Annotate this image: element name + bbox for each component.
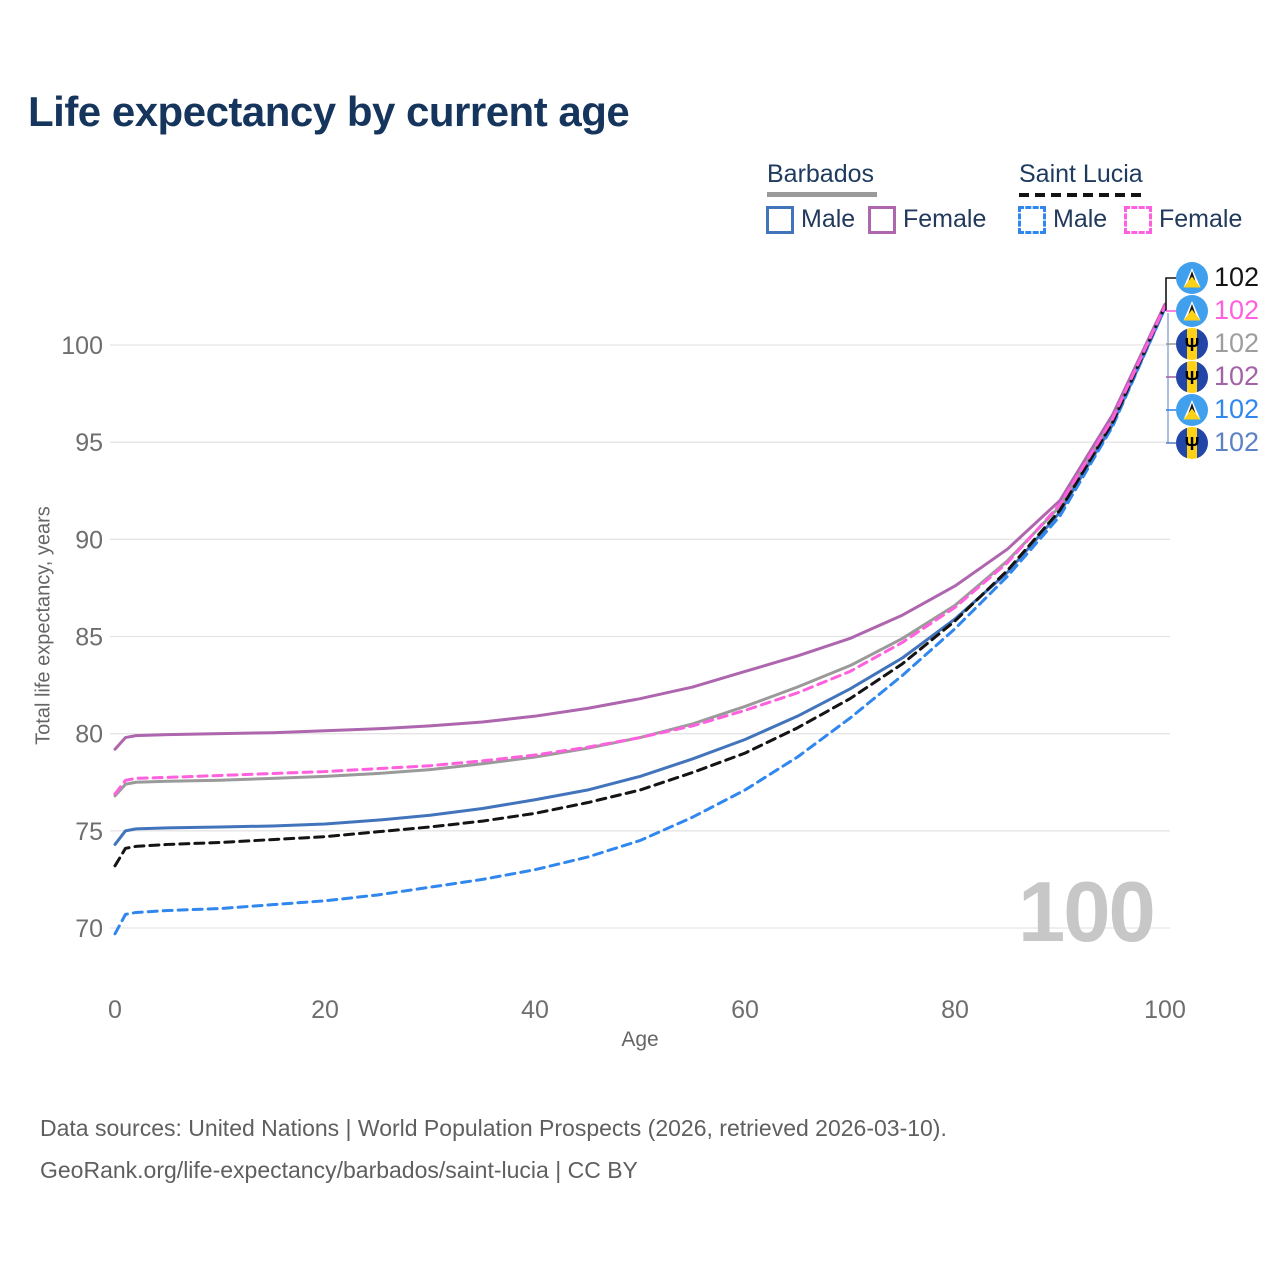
y-tick-95: 95 — [75, 429, 103, 457]
end-label-saint-lucia-total: 102 — [1176, 261, 1259, 294]
footer: Data sources: United Nations | World Pop… — [40, 1107, 947, 1191]
saint-lucia-flag-icon — [1176, 294, 1208, 327]
legend-group-barbados[interactable]: Barbados — [767, 160, 875, 188]
legend-swatch-barbados-male — [766, 205, 794, 234]
series-line-saint-lucia-male[interactable] — [113, 306, 1167, 936]
end-label-value: 102 — [1214, 295, 1260, 325]
legend-item-saint-lucia-female[interactable]: Female — [1124, 205, 1242, 234]
end-label-saint-lucia-male: 102 — [1176, 393, 1259, 426]
y-tick-75: 75 — [75, 818, 103, 846]
svg-text:Ψ: Ψ — [1185, 368, 1200, 388]
end-label-barbados-female: Ψ 102 — [1176, 360, 1259, 393]
age-watermark: 100 — [1018, 865, 1156, 960]
label-connector — [1165, 277, 1176, 311]
series-line-barbados-total[interactable] — [113, 306, 1167, 798]
saint-lucia-flag-icon — [1176, 261, 1208, 294]
svg-text:Ψ: Ψ — [1185, 335, 1200, 355]
y-tick-90: 90 — [75, 526, 103, 554]
series-line-saint-lucia-total[interactable] — [113, 304, 1167, 868]
barbados-flag-icon: Ψ — [1176, 426, 1208, 459]
end-value-labels: 102 102 Ψ 102 Ψ 102 102 Ψ 102 — [1176, 261, 1259, 459]
x-tick-0: 0 — [108, 996, 122, 1024]
page-title: Life expectancy by current age — [28, 88, 630, 135]
end-label-saint-lucia-female: 102 — [1176, 294, 1259, 327]
legend-item-barbados-female[interactable]: Female — [868, 205, 986, 234]
legend-item-saint-lucia-male[interactable]: Male — [1018, 205, 1107, 234]
footer-attribution: GeoRank.org/life-expectancy/barbados/sai… — [40, 1157, 638, 1183]
legend-label: Male — [1053, 205, 1108, 233]
legend-underline-barbados-solid — [767, 192, 877, 197]
footer-data-sources: Data sources: United Nations | World Pop… — [40, 1115, 947, 1141]
legend-swatch-saint-lucia-male — [1018, 205, 1046, 234]
legend-label: Male — [801, 205, 856, 233]
y-tick-70: 70 — [75, 915, 103, 943]
series-line-barbados-female[interactable] — [113, 302, 1167, 751]
x-tick-40: 40 — [521, 996, 549, 1024]
legend-swatch-barbados-female — [868, 205, 896, 234]
legend-group-saint-lucia[interactable]: Saint Lucia — [1019, 160, 1143, 188]
end-label-value: 102 — [1214, 328, 1260, 358]
end-label-value: 102 — [1214, 427, 1260, 457]
barbados-flag-icon: Ψ — [1176, 327, 1208, 360]
x-tick-80: 80 — [941, 996, 969, 1024]
legend-label: Female — [1159, 205, 1243, 233]
end-label-barbados-male: Ψ 102 — [1176, 426, 1259, 459]
legend-swatch-saint-lucia-female — [1124, 205, 1152, 234]
saint-lucia-flag-icon — [1176, 393, 1208, 426]
legend-underline-saint-lucia-dashed — [1019, 193, 1143, 197]
x-axis-title: Age — [621, 1028, 659, 1051]
legend-item-barbados-male[interactable]: Male — [766, 205, 855, 234]
series-line-saint-lucia-female[interactable] — [113, 304, 1167, 796]
y-tick-85: 85 — [75, 624, 103, 652]
x-tick-60: 60 — [731, 996, 759, 1024]
y-tick-80: 80 — [75, 721, 103, 749]
x-tick-20: 20 — [311, 996, 339, 1024]
y-tick-100: 100 — [61, 332, 103, 360]
x-tick-100: 100 — [1144, 996, 1186, 1024]
legend-label: Female — [903, 205, 987, 233]
end-label-barbados-total: Ψ 102 — [1176, 327, 1259, 360]
end-label-value: 102 — [1214, 361, 1260, 391]
svg-text:Ψ: Ψ — [1185, 434, 1200, 454]
end-label-value: 102 — [1214, 262, 1260, 292]
end-label-value: 102 — [1214, 394, 1260, 424]
barbados-flag-icon: Ψ — [1176, 360, 1208, 393]
